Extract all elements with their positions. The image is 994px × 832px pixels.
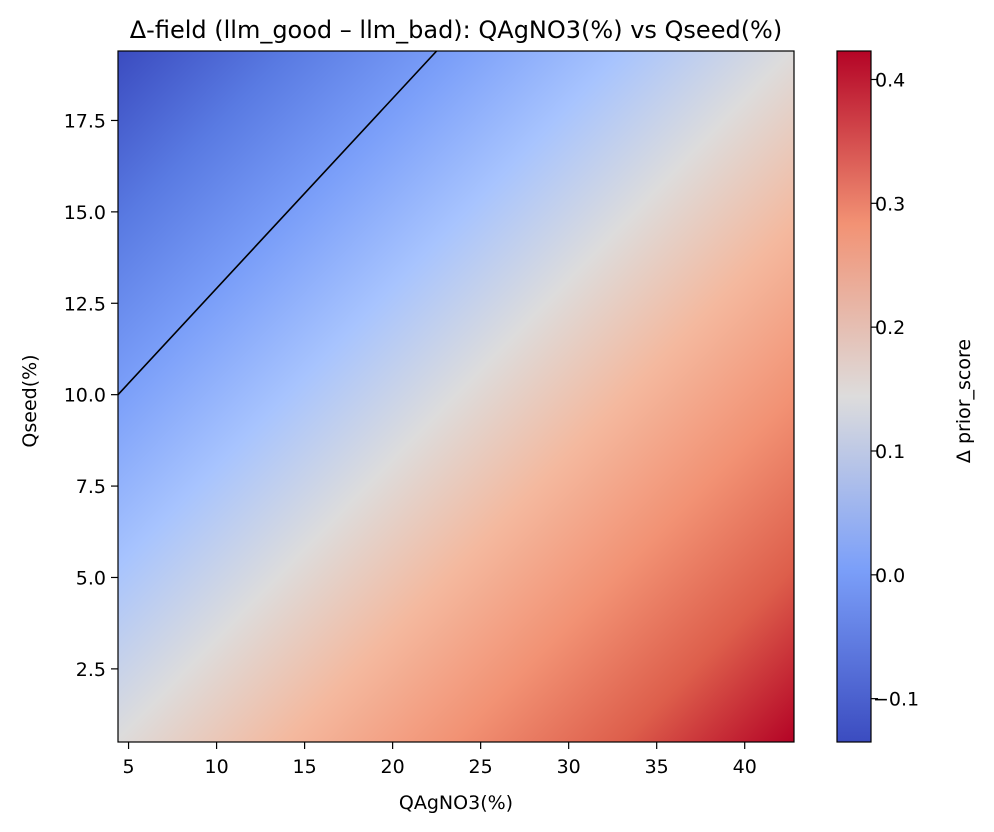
x-tick-label: 40 xyxy=(733,756,757,778)
colorbar-tick-label: −0.1 xyxy=(873,689,919,711)
y-tick-label: 5.0 xyxy=(76,567,106,589)
x-tick-label: 35 xyxy=(645,756,669,778)
y-tick-label: 2.5 xyxy=(76,659,106,681)
colorbar-tick-label: 0.2 xyxy=(875,317,905,339)
chart-title: Δ-field (llm_good – llm_bad): QAgNO3(%) … xyxy=(130,16,782,44)
colorbar-axis: −0.1 0.0 0.1 0.2 0.3 0.4 xyxy=(871,69,919,711)
x-tick-label: 5 xyxy=(123,756,135,778)
y-tick-label: 15.0 xyxy=(64,202,106,224)
y-axis-label: Qseed(%) xyxy=(19,354,41,447)
y-tick-label: 17.5 xyxy=(64,110,106,132)
colorbar-tick-label: 0.1 xyxy=(875,441,905,463)
colorbar-tick-label: 0.4 xyxy=(875,69,905,91)
plot-frame xyxy=(117,50,795,743)
colorbar xyxy=(836,50,872,743)
x-tick-label: 10 xyxy=(204,756,228,778)
y-tick-label: 7.5 xyxy=(76,476,106,498)
x-tick-label: 20 xyxy=(381,756,405,778)
y-axis: 2.5 5.0 7.5 10.0 12.5 15.0 17.5 xyxy=(64,110,118,681)
y-tick-label: 12.5 xyxy=(64,293,106,315)
colorbar-label: Δ prior_score xyxy=(953,339,975,463)
colorbar-tick-label: 0.3 xyxy=(875,193,905,215)
colorbar-tick-label: 0.0 xyxy=(875,565,905,587)
heatmap-field xyxy=(118,51,794,742)
x-tick-label: 25 xyxy=(469,756,493,778)
x-tick-label: 30 xyxy=(557,756,581,778)
x-tick-label: 15 xyxy=(293,756,317,778)
y-tick-label: 10.0 xyxy=(64,385,106,407)
x-axis-label: QAgNO3(%) xyxy=(399,792,513,814)
x-axis: 5 10 15 20 25 30 35 40 xyxy=(123,742,757,778)
contour-line xyxy=(118,51,438,396)
